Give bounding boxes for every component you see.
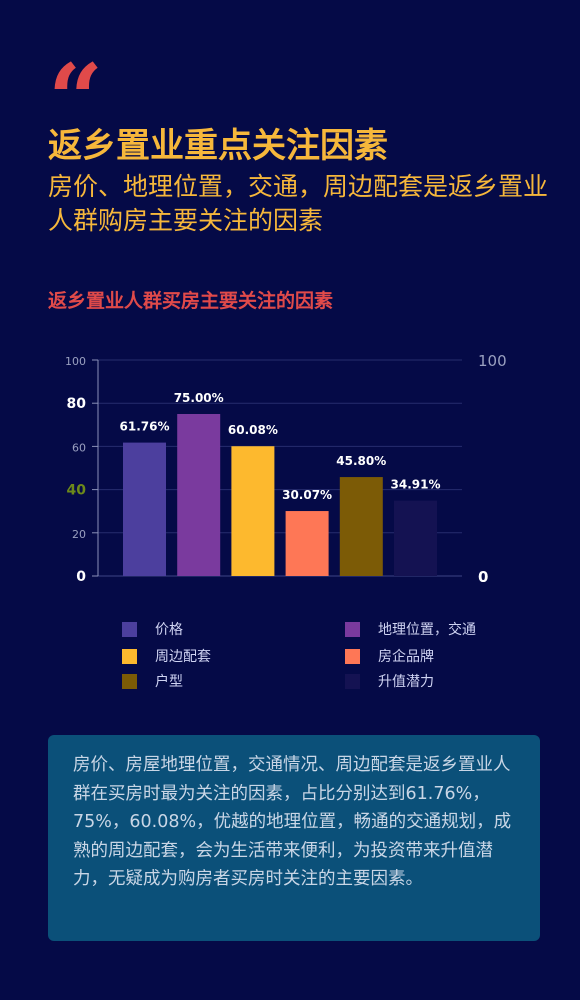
bar-chart: 0 20 40 60 80 100 100 0 61.76% 75.00% 60.08% 30.07%…	[65, 352, 507, 586]
bar-4	[285, 511, 329, 576]
bar-3	[231, 446, 275, 576]
legend-item-appreciation: 升值潜力	[345, 670, 434, 692]
chart-title: 返乡置业人群买房主要关注的因素	[48, 290, 334, 312]
page-title: 返乡置业重点关注因素	[48, 126, 388, 166]
legend-swatch	[122, 673, 137, 689]
chart-legend: 价格 地理位置，交通 周边配套 房企品牌 户型 升值潜力	[122, 618, 522, 698]
y-tick-label: 0	[76, 569, 86, 585]
y-tick-label: 80	[67, 396, 87, 412]
y-tick-label: 20	[72, 528, 86, 541]
legend-label: 房企品牌	[378, 649, 434, 665]
legend-label: 地理位置，交通	[378, 622, 476, 638]
legend-item-layout: 户型	[122, 670, 183, 692]
legend-swatch	[345, 648, 360, 664]
y-tick-label: 60	[72, 441, 86, 454]
legend-swatch	[122, 648, 137, 664]
legend-label: 升值潜力	[378, 674, 434, 690]
legend-item-developer-brand: 房企品牌	[345, 645, 434, 667]
legend-swatch	[345, 621, 360, 637]
bar-2	[177, 414, 221, 576]
y-tick-label: 100	[65, 355, 86, 368]
bar-5	[339, 477, 383, 576]
summary-text: 房价、房屋地理位置，交通情况、周边配套是返乡置业人群在买房时最为关注的因素，占比…	[73, 755, 512, 889]
summary-box: 房价、房屋地理位置，交通情况、周边配套是返乡置业人群在买房时最为关注的因素，占比…	[48, 735, 540, 941]
data-label: 60.08%	[228, 423, 278, 437]
legend-item-location: 地理位置，交通	[345, 618, 476, 640]
legend-label: 价格	[155, 622, 183, 638]
data-label: 45.80%	[336, 454, 386, 468]
y2-tick-label: 0	[478, 568, 488, 586]
legend-item-price: 价格	[122, 618, 183, 640]
y-tick-label: 40	[67, 483, 87, 499]
data-label: 30.07%	[282, 488, 332, 502]
bar-1	[123, 442, 166, 576]
data-label: 75.00%	[174, 391, 224, 405]
legend-swatch	[345, 673, 360, 689]
quote-mark-icon: “	[48, 43, 104, 156]
page-subtitle: 房价、地理位置，交通，周边配套是返乡置业人群购房主要关注的因素	[48, 172, 549, 235]
data-label: 34.91%	[391, 478, 441, 492]
data-label: 61.76%	[120, 420, 170, 434]
bar-6	[394, 500, 437, 576]
legend-item-amenities: 周边配套	[122, 645, 211, 667]
y2-tick-label: 100	[478, 352, 507, 370]
legend-swatch	[122, 621, 137, 637]
legend-label: 周边配套	[155, 649, 211, 665]
legend-label: 户型	[155, 674, 183, 690]
